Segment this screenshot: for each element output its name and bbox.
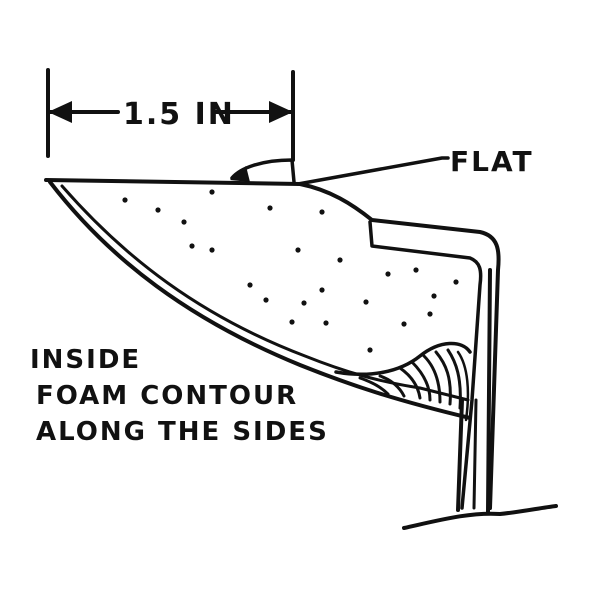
- dimension-label: 1.5 IN: [123, 97, 235, 132]
- note-line-1: INSIDE: [30, 345, 141, 375]
- foam-cross-section: [44, 178, 501, 510]
- wood-grain-hatching: [358, 348, 470, 422]
- note-line-2: FOAM CONTOUR: [36, 381, 298, 411]
- foam-stipple: [122, 189, 459, 353]
- flat-callout-label: FLAT: [450, 145, 534, 178]
- ground-line: [402, 504, 558, 530]
- flat-callout-leader: [230, 156, 450, 186]
- dimension-extension-lines: [46, 68, 295, 162]
- dimension-arrow: [48, 101, 293, 123]
- dimension-arrowhead-left: [48, 101, 72, 123]
- note-line-3: ALONG THE SIDES: [36, 417, 329, 447]
- side-post: [456, 268, 492, 514]
- side-note: INSIDE FOAM CONTOUR ALONG THE SIDES: [30, 345, 329, 447]
- dimension-arrowhead-right: [269, 101, 293, 123]
